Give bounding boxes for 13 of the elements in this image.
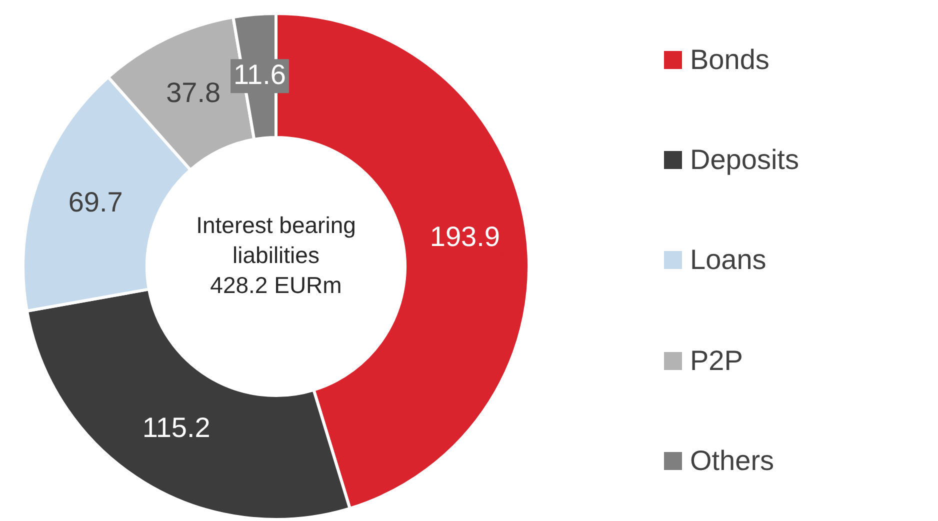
text: Interest bearing — [195, 211, 357, 240]
legend-label: Bonds — [690, 44, 770, 76]
text: 428.2 EURm — [209, 271, 343, 300]
data-label: 115.2 — [142, 412, 210, 444]
legend-label: Deposits — [690, 144, 799, 176]
data-label: 193.9 — [430, 221, 500, 252]
data-label: 37.8 — [166, 77, 221, 108]
legend-label: P2P — [690, 344, 743, 377]
legend-label: Others — [690, 444, 774, 477]
text: liabilities — [232, 241, 320, 270]
data-label: 11.6 — [234, 58, 286, 90]
legend-label: Loans — [690, 244, 766, 276]
data-label: 69.7 — [68, 186, 123, 218]
